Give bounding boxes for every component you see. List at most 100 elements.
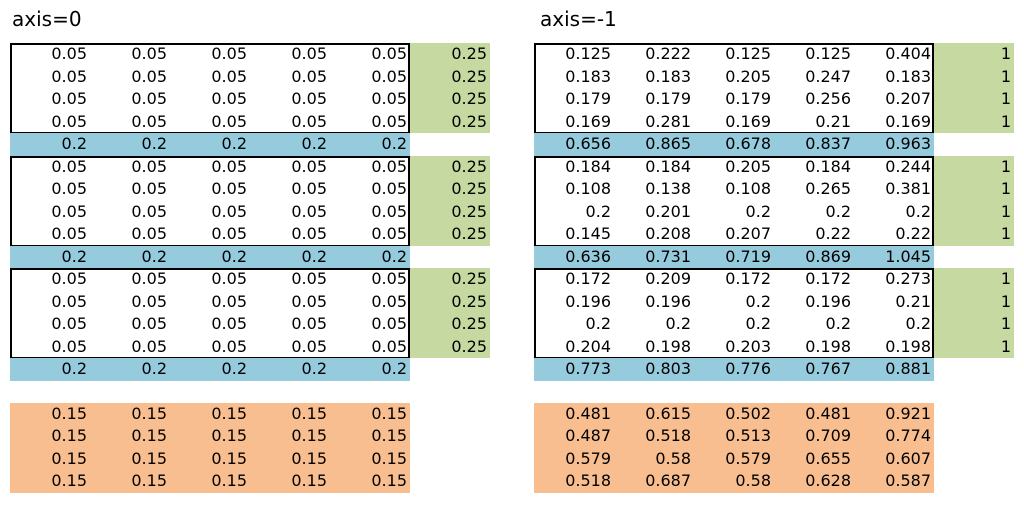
value-cell: 0.05 <box>10 200 90 223</box>
value-cell: 0.05 <box>10 88 90 111</box>
value-cell: 0.203 <box>694 335 774 358</box>
column-sum-cell: 0.731 <box>614 245 694 268</box>
value-cell: 0.05 <box>10 178 90 201</box>
value-cell: 0.05 <box>250 88 330 111</box>
value-cell: 0.183 <box>534 65 614 88</box>
value-cell: 0.05 <box>330 43 410 66</box>
column-sum-cell: 0.2 <box>330 358 410 381</box>
total-cell: 0.15 <box>90 470 170 493</box>
value-cell: 0.05 <box>10 43 90 66</box>
total-cell: 0.58 <box>694 470 774 493</box>
value-cell: 0.05 <box>170 155 250 178</box>
value-cell: 0.05 <box>10 335 90 358</box>
value-cell: 0.172 <box>534 268 614 291</box>
total-cell: 0.15 <box>90 402 170 425</box>
column-sum-cell: 0.656 <box>534 133 614 156</box>
row-sum-cell: 1 <box>934 313 1014 336</box>
value-cell: 0.256 <box>774 88 854 111</box>
value-cell: 0.05 <box>90 65 170 88</box>
column-sum-cell: 0.803 <box>614 358 694 381</box>
value-cell: 0.169 <box>694 110 774 133</box>
column-sum-cell: 0.2 <box>90 133 170 156</box>
column-sum-cell: 0.2 <box>250 245 330 268</box>
value-cell: 0.201 <box>614 200 694 223</box>
value-cell: 0.205 <box>694 65 774 88</box>
value-cell: 0.05 <box>10 65 90 88</box>
value-cell: 0.05 <box>250 313 330 336</box>
value-cell: 0.196 <box>534 290 614 313</box>
value-cell: 0.05 <box>330 155 410 178</box>
total-cell: 0.15 <box>90 447 170 470</box>
total-cell: 0.481 <box>774 402 854 425</box>
total-cell: 0.15 <box>10 470 90 493</box>
value-cell: 0.247 <box>774 65 854 88</box>
value-cell: 0.207 <box>854 88 934 111</box>
total-cell: 0.15 <box>10 402 90 425</box>
total-cell: 0.579 <box>534 447 614 470</box>
value-cell: 0.2 <box>534 200 614 223</box>
column-sum-cell: 0.2 <box>170 133 250 156</box>
value-cell: 0.404 <box>854 43 934 66</box>
value-cell: 0.196 <box>774 290 854 313</box>
total-cell: 0.15 <box>250 402 330 425</box>
total-cell: 0.709 <box>774 425 854 448</box>
value-cell: 0.108 <box>694 178 774 201</box>
row-sum-cell: 0.25 <box>410 88 490 111</box>
total-cell: 0.15 <box>250 470 330 493</box>
column-sum-cell: 1.045 <box>854 245 934 268</box>
row-sum-cell: 0.25 <box>410 178 490 201</box>
column-sum-cell: 0.2 <box>90 358 170 381</box>
total-cell: 0.15 <box>250 425 330 448</box>
left-panel-title: axis=0 <box>12 7 82 31</box>
row-sum-cell: 0.25 <box>410 313 490 336</box>
row-sum-cell: 1 <box>934 43 1014 66</box>
row-sum-cell: 1 <box>934 200 1014 223</box>
value-cell: 0.2 <box>694 313 774 336</box>
row-sum-cell: 0.25 <box>410 290 490 313</box>
total-cell: 0.481 <box>534 402 614 425</box>
total-cell: 0.655 <box>774 447 854 470</box>
value-cell: 0.05 <box>170 313 250 336</box>
total-cell: 0.513 <box>694 425 774 448</box>
row-sum-cell: 0.25 <box>410 200 490 223</box>
value-cell: 0.05 <box>90 200 170 223</box>
value-cell: 0.108 <box>534 178 614 201</box>
value-cell: 0.05 <box>90 223 170 246</box>
total-cell: 0.15 <box>250 447 330 470</box>
value-cell: 0.05 <box>90 155 170 178</box>
value-cell: 0.05 <box>10 268 90 291</box>
column-sum-cell: 0.2 <box>170 245 250 268</box>
column-sum-cell: 0.837 <box>774 133 854 156</box>
total-cell: 0.15 <box>330 447 410 470</box>
value-cell: 0.2 <box>774 200 854 223</box>
value-cell: 0.2 <box>774 313 854 336</box>
total-cell: 0.615 <box>614 402 694 425</box>
value-cell: 0.138 <box>614 178 694 201</box>
value-cell: 0.2 <box>614 313 694 336</box>
value-cell: 0.05 <box>10 290 90 313</box>
value-cell: 0.05 <box>330 268 410 291</box>
value-cell: 0.05 <box>170 43 250 66</box>
total-cell: 0.687 <box>614 470 694 493</box>
row-sum-cell: 1 <box>934 223 1014 246</box>
total-cell: 0.628 <box>774 470 854 493</box>
total-cell: 0.921 <box>854 402 934 425</box>
value-cell: 0.05 <box>250 155 330 178</box>
value-cell: 0.125 <box>694 43 774 66</box>
value-cell: 0.05 <box>90 43 170 66</box>
total-cell: 0.15 <box>90 425 170 448</box>
total-cell: 0.607 <box>854 447 934 470</box>
total-cell: 0.587 <box>854 470 934 493</box>
value-cell: 0.05 <box>90 335 170 358</box>
value-cell: 0.05 <box>330 313 410 336</box>
row-sum-cell: 0.25 <box>410 155 490 178</box>
value-cell: 0.05 <box>330 200 410 223</box>
row-sum-cell: 1 <box>934 290 1014 313</box>
value-cell: 0.05 <box>170 268 250 291</box>
column-sum-cell: 0.767 <box>774 358 854 381</box>
total-cell: 0.15 <box>330 470 410 493</box>
value-cell: 0.169 <box>534 110 614 133</box>
total-cell: 0.58 <box>614 447 694 470</box>
value-cell: 0.179 <box>534 88 614 111</box>
value-cell: 0.05 <box>330 110 410 133</box>
